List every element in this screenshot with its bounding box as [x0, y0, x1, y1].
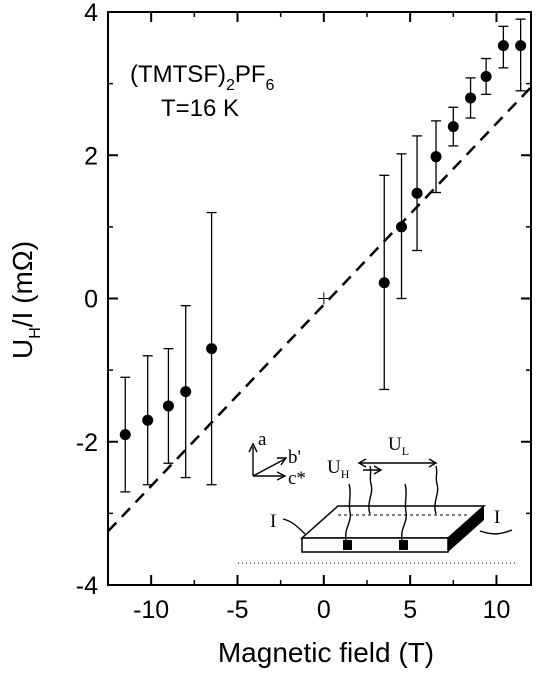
y-tick-label: 4: [84, 0, 98, 27]
axis-a-label: a: [258, 429, 267, 450]
current-leads: [282, 518, 513, 535]
axis-c-label: c*: [288, 468, 306, 489]
data-point: [378, 277, 390, 289]
data-marks: -10 -5 0 5 10 -4 -2 0 2 4: [76, 0, 532, 624]
x-tick-label: 10: [483, 596, 511, 624]
x-tick-label: 5: [403, 596, 417, 624]
data-point: [119, 429, 131, 441]
data-point: [206, 343, 218, 355]
voltage-labels: UH UL: [327, 434, 438, 481]
data-point: [396, 221, 408, 233]
data-point: [480, 70, 492, 82]
data-point: [447, 121, 459, 133]
crystal-axes: [248, 442, 288, 481]
data-point: [465, 92, 477, 104]
data-point: [411, 187, 423, 199]
data-point: [162, 400, 174, 412]
x-tick-label: -10: [133, 596, 169, 624]
longitudinal-voltage-label: UL: [388, 434, 409, 458]
temperature-label: T=16 K: [161, 95, 239, 122]
compound-label: (TMTSF)2PF6: [130, 61, 275, 94]
x-tick-label: 0: [317, 596, 331, 624]
data-point: [180, 386, 192, 398]
hall-voltage-label: UH: [327, 457, 350, 481]
y-tick-label: -2: [76, 429, 98, 457]
current-left-label: I: [270, 511, 276, 532]
y-tick-label: 2: [84, 142, 98, 170]
y-axis-title: UH/I (mΩ): [7, 241, 44, 359]
x-axis-title: Magnetic field (T): [218, 637, 434, 668]
fit-line: [107, 86, 532, 533]
data-point: [515, 40, 527, 52]
axis-b-label: b': [288, 447, 301, 468]
contact-wires: [344, 465, 439, 541]
data-point: [430, 151, 442, 163]
sample-crystal: [300, 505, 486, 553]
x-tick-label: -5: [226, 596, 248, 624]
y-tick-label: -4: [76, 572, 98, 600]
sample-schematic-inset: a b' c* UH UL: [238, 429, 515, 564]
data-point: [497, 40, 509, 52]
data-point: [142, 414, 154, 426]
current-right-label: I: [494, 507, 500, 528]
y-tick-label: 0: [84, 286, 98, 314]
